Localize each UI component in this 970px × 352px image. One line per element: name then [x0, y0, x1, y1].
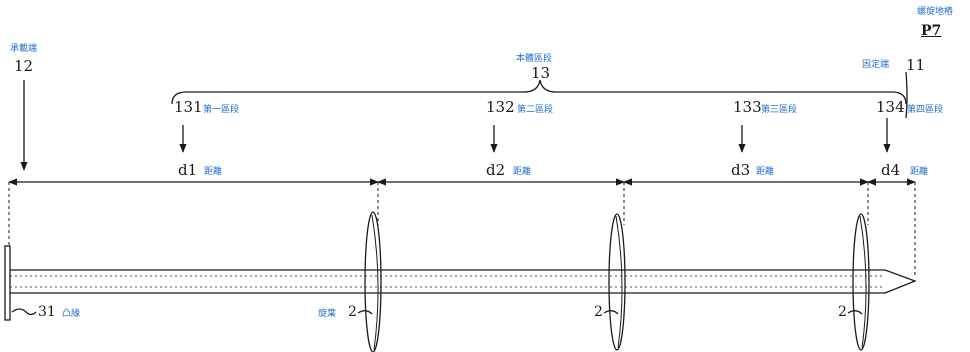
bearing-end-label: 承載端	[10, 44, 38, 54]
pile-shaft	[10, 269, 917, 294]
figure-id: P7	[921, 23, 942, 39]
flange-number: 31	[38, 304, 56, 320]
bearing-end-number: 12	[14, 57, 34, 75]
d4-symbol: d4	[881, 161, 901, 179]
blade-label: 旋葉	[318, 309, 337, 319]
section4-label: 第四區段	[907, 105, 944, 115]
helical-blade-2	[608, 213, 626, 351]
pile-tip	[884, 269, 917, 294]
flange-leader	[11, 308, 37, 316]
d4-label: 距離	[910, 167, 929, 177]
d3-symbol: d3	[731, 161, 751, 179]
section4-number: 134	[876, 98, 905, 116]
body-section-brace	[171, 79, 907, 105]
flange	[4, 245, 11, 321]
blade-leader-3	[847, 310, 863, 315]
blade-number-2: 2	[594, 304, 603, 320]
blade-number-1: 2	[348, 304, 357, 320]
section3-number: 133	[733, 98, 762, 116]
figure-title-cn: 螺旋地樁	[917, 7, 954, 17]
helical-blade-1	[364, 211, 382, 352]
section1-number: 131	[174, 98, 203, 116]
fixed-end-label: 固定端	[862, 60, 890, 70]
d2-symbol: d2	[486, 161, 506, 179]
flange-label: 凸緣	[62, 309, 81, 319]
d3-label: 距離	[756, 167, 775, 177]
section1-label: 第一區段	[203, 105, 240, 115]
section2-number: 132	[486, 98, 515, 116]
fixed-end-leader	[905, 71, 908, 119]
d1-label: 距離	[204, 167, 223, 177]
body-section-number: 13	[531, 64, 551, 82]
d2-label: 距離	[513, 167, 532, 177]
helical-blade-3	[852, 213, 870, 351]
blade-number-3: 2	[838, 304, 847, 320]
section3-label: 第三區段	[761, 105, 798, 115]
d1-symbol: d1	[178, 161, 198, 179]
fixed-end-number: 11	[906, 56, 926, 74]
blade-leader-2	[603, 310, 619, 315]
blade-leader-1	[357, 310, 373, 315]
section2-label: 第二區段	[517, 105, 554, 115]
body-section-label: 本體區段	[516, 54, 553, 64]
